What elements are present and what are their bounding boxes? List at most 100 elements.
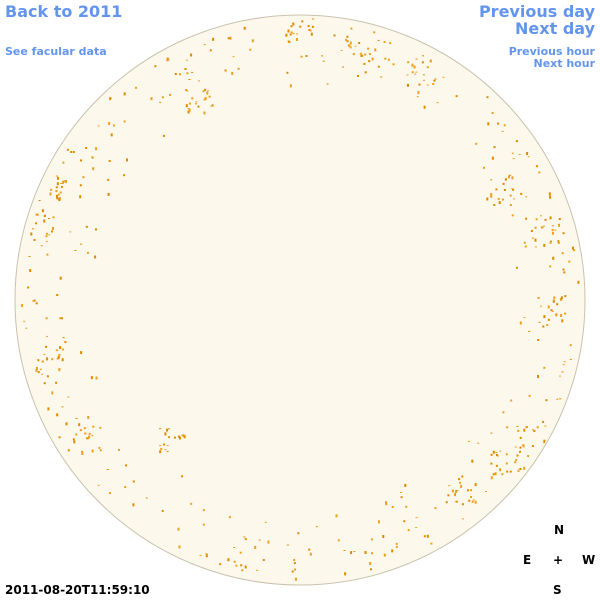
facula	[384, 57, 387, 60]
facula	[82, 176, 85, 179]
facula	[368, 60, 371, 63]
facula	[442, 76, 445, 78]
facula	[55, 190, 58, 192]
facula	[392, 63, 395, 66]
facular-link[interactable]: See facular data	[5, 45, 107, 58]
facula	[52, 227, 54, 230]
facula	[95, 147, 98, 151]
facula	[552, 299, 555, 303]
facula	[360, 54, 363, 57]
facula	[543, 315, 546, 319]
facula	[209, 49, 212, 52]
facula	[359, 52, 362, 55]
facula	[185, 89, 188, 91]
facula	[543, 243, 546, 247]
facula	[262, 559, 265, 561]
facula	[45, 241, 48, 243]
facula	[94, 255, 97, 259]
facula	[415, 527, 418, 528]
facula	[168, 436, 170, 439]
facula	[72, 151, 75, 153]
facula	[519, 446, 522, 449]
facula	[301, 20, 304, 23]
facula	[202, 90, 205, 93]
facula	[434, 78, 437, 80]
facula	[490, 195, 493, 198]
facula	[517, 429, 520, 432]
facula	[540, 305, 542, 307]
facula	[204, 96, 207, 100]
facula	[430, 542, 433, 545]
facula	[87, 415, 90, 419]
facula	[235, 564, 238, 567]
facula	[97, 484, 100, 486]
facula	[199, 554, 202, 556]
facula	[228, 516, 231, 519]
facula	[525, 217, 528, 220]
facula	[557, 240, 560, 243]
facula	[80, 351, 83, 355]
facula	[92, 425, 95, 428]
facula	[178, 545, 181, 549]
facula	[161, 96, 164, 99]
facula	[523, 466, 526, 470]
facula	[490, 462, 493, 465]
facula	[415, 58, 418, 60]
facula	[203, 111, 206, 115]
facula	[39, 368, 42, 370]
facula	[411, 71, 414, 74]
facula	[59, 317, 62, 320]
facula	[56, 182, 59, 186]
facula	[99, 449, 102, 452]
facula	[37, 371, 40, 374]
facula	[474, 500, 477, 504]
facula	[527, 156, 530, 158]
facula	[455, 490, 457, 494]
facula	[475, 142, 478, 145]
facula	[380, 76, 383, 78]
facula	[67, 449, 70, 452]
facula	[295, 577, 297, 581]
facula	[118, 448, 120, 451]
facula	[166, 59, 169, 62]
facula	[554, 229, 557, 231]
facula	[31, 228, 34, 230]
previous-day-link[interactable]: Previous day	[478, 2, 595, 21]
facula	[108, 160, 111, 162]
facula	[211, 104, 214, 107]
facula	[251, 39, 254, 43]
previous-hour-link[interactable]: Previous hour	[508, 45, 595, 58]
facula	[46, 357, 49, 361]
facula	[369, 562, 372, 565]
facula	[551, 310, 554, 312]
facula	[352, 53, 355, 56]
facula	[169, 93, 171, 96]
facula	[448, 485, 451, 487]
facula	[132, 503, 135, 507]
facula	[126, 158, 128, 162]
facula	[561, 371, 564, 373]
facula	[191, 97, 194, 100]
facula	[30, 232, 33, 236]
facula	[353, 551, 356, 552]
facula	[474, 483, 477, 487]
facula	[536, 426, 539, 429]
facula	[203, 44, 206, 46]
facula	[50, 188, 53, 191]
facula	[81, 452, 84, 455]
facula	[501, 473, 504, 476]
facula	[67, 396, 70, 398]
facula	[543, 225, 545, 227]
facula	[190, 502, 193, 505]
back-link[interactable]: Back to 2011	[5, 2, 123, 21]
facula	[287, 40, 290, 43]
facula	[62, 337, 65, 339]
facula	[56, 413, 59, 417]
facula	[204, 88, 207, 91]
next-day-link[interactable]: Next day	[515, 19, 595, 38]
facula	[534, 238, 537, 242]
next-hour-link[interactable]: Next hour	[533, 57, 596, 70]
facula	[347, 44, 350, 47]
facula	[363, 62, 366, 65]
